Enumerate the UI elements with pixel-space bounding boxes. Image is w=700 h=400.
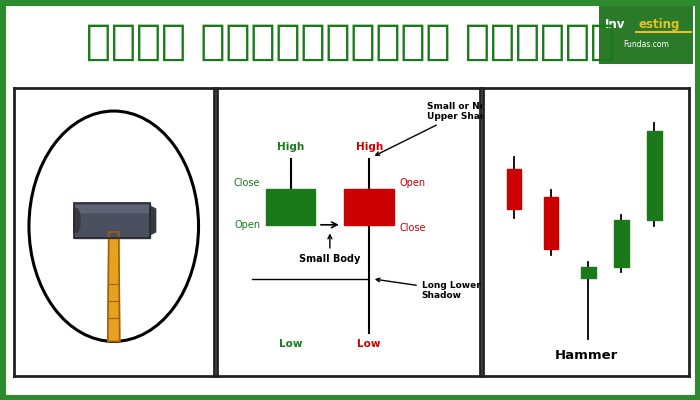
Polygon shape bbox=[150, 206, 155, 235]
Bar bbox=[614, 220, 629, 266]
Text: Open: Open bbox=[400, 178, 426, 188]
Bar bbox=[648, 131, 661, 220]
Text: esting: esting bbox=[638, 18, 680, 31]
Text: हैमर कैंडलस्टिक पैटर्न: हैमर कैंडलस्टिक पैटर्न bbox=[85, 21, 615, 63]
Polygon shape bbox=[76, 205, 148, 212]
Text: High: High bbox=[356, 142, 383, 152]
Bar bbox=[265, 189, 316, 225]
Bar bbox=[581, 266, 596, 278]
Bar bbox=[544, 198, 559, 249]
Text: Close: Close bbox=[234, 178, 260, 188]
Polygon shape bbox=[74, 203, 150, 238]
Text: Fundas.com: Fundas.com bbox=[623, 40, 668, 49]
Bar bbox=[344, 189, 394, 225]
Text: Low: Low bbox=[279, 339, 302, 349]
Text: Hammer: Hammer bbox=[554, 348, 618, 362]
Text: Low: Low bbox=[358, 339, 381, 349]
Bar bbox=[507, 169, 522, 209]
Polygon shape bbox=[108, 232, 120, 342]
Text: Inv: Inv bbox=[605, 18, 626, 31]
Text: Long Lower
Shadow: Long Lower Shadow bbox=[376, 278, 480, 300]
Text: High: High bbox=[277, 142, 304, 152]
Text: Small or No
Upper Shadow: Small or No Upper Shadow bbox=[376, 102, 501, 155]
Text: Close: Close bbox=[400, 222, 426, 232]
Polygon shape bbox=[74, 209, 80, 232]
Text: Open: Open bbox=[234, 220, 260, 230]
Text: Small Body: Small Body bbox=[299, 235, 360, 264]
